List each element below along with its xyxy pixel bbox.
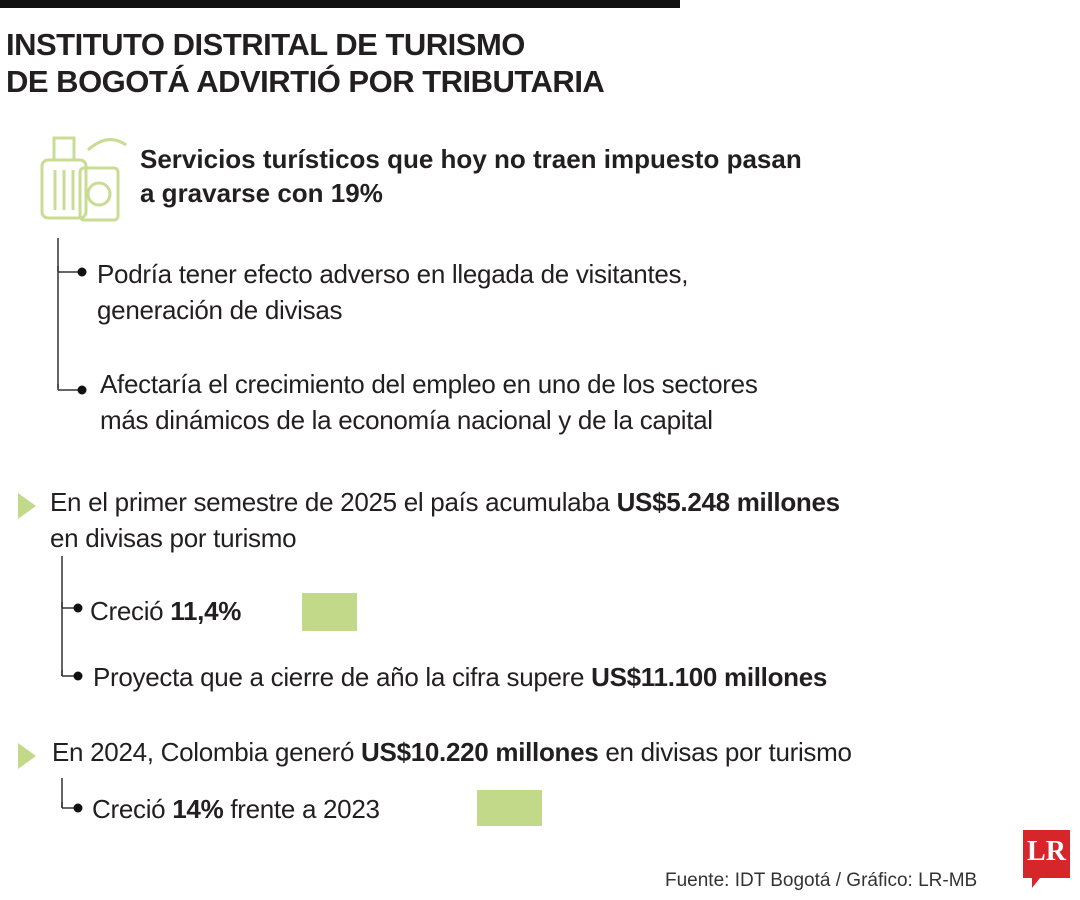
logo: LR: [1027, 836, 1066, 867]
arrow-marker: [18, 493, 36, 519]
text-line: Creció 14% frente a 2023: [92, 791, 380, 827]
source: Fuente: IDT Bogotá / Gráfico: LR-MB: [665, 870, 978, 891]
text-line: Creció 11,4%: [90, 593, 241, 629]
text: En el primer semestre de 2025 el país ac…: [50, 487, 617, 517]
bullet: [73, 671, 83, 681]
bullet: [73, 603, 83, 613]
bold-text: US$11.100 millones: [591, 662, 828, 692]
text-line: En 2024, Colombia generó US$10.220 millo…: [52, 734, 852, 770]
text: en divisas por turismo: [50, 523, 297, 553]
text: Podría tener efecto adverso en llegada d…: [97, 259, 689, 289]
highlight-box: [302, 593, 357, 631]
text-line: Afectaría el crecimiento del empleo en u…: [100, 366, 758, 402]
text: Proyecta que a cierre de año la cifra su…: [93, 662, 592, 692]
paragraph: En 2024, Colombia generó US$10.220 millo…: [52, 734, 852, 770]
intro-line: a gravarse con 19%: [140, 178, 383, 208]
bold-text: 14%: [172, 794, 224, 824]
text: Afectaría el crecimiento del empleo en u…: [100, 369, 758, 399]
intro-line: Servicios turísticos que hoy no traen im…: [140, 144, 802, 174]
bullet: [77, 385, 87, 395]
travel-icon: [40, 136, 127, 222]
bullet: [77, 267, 87, 277]
text: frente a 2023: [223, 794, 380, 824]
paragraph: Creció 14% frente a 2023: [92, 791, 380, 827]
text-line: En el primer semestre de 2025 el país ac…: [50, 484, 840, 520]
bold-text: US$5.248 millones: [616, 487, 841, 517]
logo-box: [1023, 830, 1070, 878]
paragraph: Creció 11,4%: [90, 593, 241, 629]
text-line: en divisas por turismo: [50, 520, 840, 556]
text-line: generación de divisas: [97, 292, 688, 328]
highlight-box: [477, 790, 542, 826]
text: generación de divisas: [97, 295, 343, 325]
bullet: [73, 803, 83, 813]
title-line: INSTITUTO DISTRITAL DE TURISMO: [6, 27, 525, 62]
paragraph: Podría tener efecto adverso en llegada d…: [97, 256, 688, 328]
text: En 2024, Colombia generó: [52, 737, 362, 767]
paragraph: Afectaría el crecimiento del empleo en u…: [100, 366, 758, 438]
text: en divisas por turismo: [598, 737, 852, 767]
text: más dinámicos de la economía nacional y …: [100, 405, 713, 435]
paragraph: En el primer semestre de 2025 el país ac…: [50, 484, 840, 556]
text-line: Proyecta que a cierre de año la cifra su…: [93, 659, 827, 695]
arrow-marker: [18, 743, 36, 769]
top-bar: [0, 0, 680, 8]
text-line: más dinámicos de la economía nacional y …: [100, 402, 758, 438]
text: Creció: [90, 596, 171, 626]
bold-text: 11,4%: [170, 596, 242, 626]
bold-text: US$10.220 millones: [361, 737, 599, 767]
title-line: DE BOGOTÁ ADVIRTIÓ POR TRIBUTARIA: [6, 64, 605, 99]
text-line: Podría tener efecto adverso en llegada d…: [97, 256, 688, 292]
title: INSTITUTO DISTRITAL DE TURISMO DE BOGOTÁ…: [6, 26, 605, 100]
text: Creció: [92, 794, 173, 824]
logo-tail: [1032, 878, 1040, 888]
paragraph: Proyecta que a cierre de año la cifra su…: [93, 659, 827, 695]
intro: Servicios turísticos que hoy no traen im…: [140, 142, 802, 210]
